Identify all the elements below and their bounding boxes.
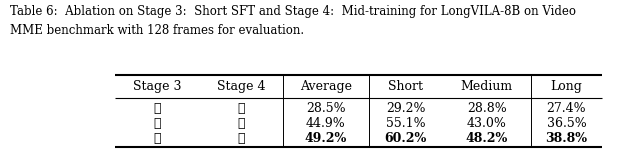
Text: 55.1%: 55.1% xyxy=(386,117,426,130)
Text: Average: Average xyxy=(300,80,352,93)
Text: ✗: ✗ xyxy=(237,117,244,130)
Text: Short: Short xyxy=(388,80,423,93)
Text: ✓: ✓ xyxy=(237,102,244,115)
Text: Stage 4: Stage 4 xyxy=(216,80,265,93)
Text: 44.9%: 44.9% xyxy=(306,117,346,130)
Text: 29.2%: 29.2% xyxy=(386,102,426,115)
Text: 28.5%: 28.5% xyxy=(306,102,346,115)
Text: ✓: ✓ xyxy=(237,132,244,145)
Text: ✗: ✗ xyxy=(154,102,161,115)
Text: ✓: ✓ xyxy=(154,132,161,145)
Text: 48.2%: 48.2% xyxy=(466,132,508,145)
Text: Medium: Medium xyxy=(461,80,513,93)
Text: Stage 3: Stage 3 xyxy=(133,80,181,93)
Text: MME benchmark with 128 frames for evaluation.: MME benchmark with 128 frames for evalua… xyxy=(10,24,304,37)
Text: Table 6:  Ablation on Stage 3:  Short SFT and Stage 4:  Mid-training for LongVIL: Table 6: Ablation on Stage 3: Short SFT … xyxy=(10,4,575,18)
Text: 49.2%: 49.2% xyxy=(305,132,347,145)
Text: 38.8%: 38.8% xyxy=(545,132,588,145)
Text: 60.2%: 60.2% xyxy=(385,132,427,145)
Text: 28.8%: 28.8% xyxy=(467,102,507,115)
Text: 43.0%: 43.0% xyxy=(467,117,507,130)
Text: 27.4%: 27.4% xyxy=(547,102,586,115)
Text: ✓: ✓ xyxy=(154,117,161,130)
Text: 36.5%: 36.5% xyxy=(547,117,586,130)
Text: Long: Long xyxy=(550,80,582,93)
